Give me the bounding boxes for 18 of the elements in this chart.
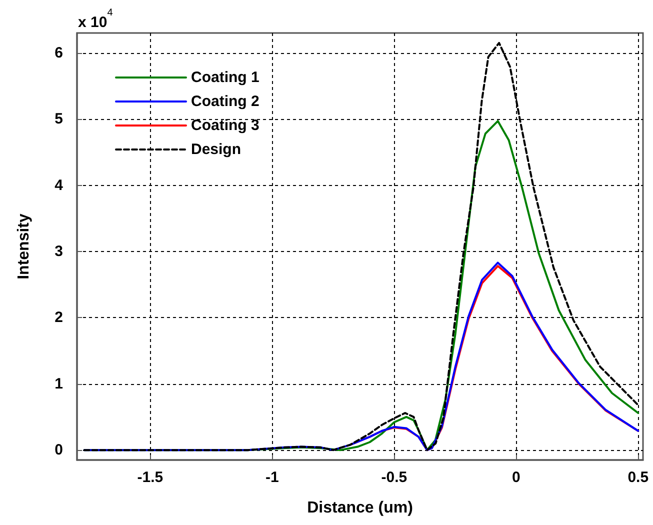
- legend-label: Coating 1: [191, 69, 260, 86]
- x-tick-label: 0.5: [628, 469, 649, 486]
- y-tick-label: 1: [54, 375, 63, 392]
- y-tick-label: 0: [54, 442, 63, 459]
- y-tick-label: 6: [54, 44, 63, 62]
- y-tick-label: 2: [54, 309, 63, 326]
- y-tick-label: 5: [54, 110, 63, 128]
- legend-label: Coating 2: [191, 93, 260, 110]
- y-tick-label: 3: [54, 242, 63, 260]
- x-tick-label: -0.5: [381, 469, 408, 486]
- x-tick-label: -1.5: [137, 469, 164, 486]
- y-axis-title: Intensity: [16, 214, 32, 280]
- x-tick-label: 0: [512, 469, 520, 486]
- y-tick-label: 4: [54, 176, 64, 194]
- legend-label: Coating 3: [191, 117, 260, 134]
- x-axis-title: Distance (um): [307, 500, 413, 516]
- legend-label: Design: [191, 141, 242, 158]
- x-tick-label: -1: [266, 469, 279, 486]
